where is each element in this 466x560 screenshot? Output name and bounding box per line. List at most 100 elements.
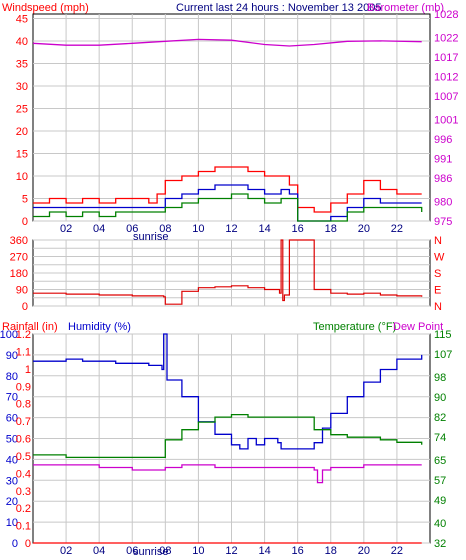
bottom-x-tick: 20 xyxy=(358,545,370,557)
bottom-x-tick: 16 xyxy=(292,545,304,557)
humidity-y-tick: 80 xyxy=(6,371,18,383)
bottom-x-tick: 22 xyxy=(391,545,403,557)
rainfall-y-tick: 0.2 xyxy=(16,503,31,515)
bottom-x-tick: 10 xyxy=(192,545,204,557)
barometer-y-tick: 975 xyxy=(434,216,452,228)
humidity-y-tick: 90 xyxy=(6,350,18,362)
rainfall-axis-label: Rainfall (in) xyxy=(2,321,58,333)
wind-x-tick: 20 xyxy=(358,223,370,235)
bottom-x-tick: 02 xyxy=(60,545,72,557)
barometer-axis-label: Barometer (mb) xyxy=(367,2,444,14)
bottom-x-tick: 18 xyxy=(325,545,337,557)
humidity-axis-label: Humidity (%) xyxy=(68,321,131,333)
rainfall-y-tick: 0.7 xyxy=(16,416,31,428)
dewpoint-line xyxy=(33,464,422,484)
bottom-x-tick: 12 xyxy=(225,545,237,557)
temperature-y-tick: 82 xyxy=(434,412,446,424)
rainfall-y-tick: 0 xyxy=(25,538,31,550)
barometer-y-tick: 1028 xyxy=(434,9,458,21)
direction-letter: N xyxy=(434,301,442,313)
wind-x-tick: 04 xyxy=(93,223,105,235)
wind-y-tick: 45 xyxy=(16,14,28,26)
barometer-y-tick: 986 xyxy=(434,173,452,185)
wind-low-line xyxy=(33,193,423,222)
barometer-y-tick: 1001 xyxy=(434,114,458,126)
humidity-y-tick: 10 xyxy=(6,517,18,529)
humidity-y-tick: 30 xyxy=(6,475,18,487)
barometer-y-tick: 980 xyxy=(434,196,452,208)
bottom-x-tick: 06 xyxy=(126,545,138,557)
direction-y-tick: 270 xyxy=(10,252,28,264)
wind-y-tick: 30 xyxy=(16,81,28,93)
rainfall-y-tick: 1.1 xyxy=(16,346,31,358)
wind-direction-line xyxy=(33,239,423,305)
direction-letter: N xyxy=(434,235,442,247)
temperature-y-tick: 40 xyxy=(434,518,446,530)
rainfall-y-tick: 0.8 xyxy=(16,399,31,411)
chart-title: Current last 24 hours : November 13 2005 xyxy=(176,2,381,14)
sunrise-label-top: sunrise xyxy=(133,231,168,243)
rainfall-y-tick: 0.4 xyxy=(16,468,31,480)
humidity-y-tick: 0 xyxy=(12,538,18,550)
humidity-y-tick: 50 xyxy=(6,434,18,446)
temperature-y-tick: 32 xyxy=(434,538,446,550)
temperature-line xyxy=(33,413,423,459)
temperature-y-tick: 107 xyxy=(434,349,452,361)
wind-y-tick: 10 xyxy=(16,171,28,183)
wind-x-tick: 14 xyxy=(258,223,270,235)
barometer-line xyxy=(32,38,422,47)
wind-average-line xyxy=(33,184,422,222)
humidity-y-tick: 40 xyxy=(6,454,18,466)
wind-x-tick: 12 xyxy=(225,223,237,235)
wind-x-tick: 06 xyxy=(126,223,138,235)
dewpoint-axis-label: Dew Point xyxy=(393,321,443,333)
sunrise-label-bottom: sunrise xyxy=(133,546,168,558)
windspeed-axis-label: Windspeed (mph) xyxy=(2,2,89,14)
barometer-y-tick: 1022 xyxy=(434,32,458,44)
wind-x-tick: 02 xyxy=(60,223,72,235)
ticks-layer: 0510152025303540459759809869919961001100… xyxy=(0,9,458,557)
direction-y-tick: 360 xyxy=(10,235,28,247)
rainfall-y-tick: 0.5 xyxy=(16,451,31,463)
direction-y-tick: 90 xyxy=(16,285,28,297)
bottom-x-tick: 14 xyxy=(258,545,270,557)
temperature-y-tick: 98 xyxy=(434,372,446,384)
temperature-y-tick: 90 xyxy=(434,392,446,404)
humidity-y-tick: 60 xyxy=(6,413,18,425)
wind-y-tick: 40 xyxy=(16,36,28,48)
rainfall-y-tick: 0.1 xyxy=(16,521,31,533)
rainfall-y-tick: 0.3 xyxy=(16,486,31,498)
temperature-y-tick: 57 xyxy=(434,475,446,487)
direction-letter: S xyxy=(434,268,441,280)
wind-x-tick: 10 xyxy=(192,223,204,235)
temperature-y-tick: 65 xyxy=(434,455,446,467)
humidity-y-tick: 100 xyxy=(0,329,18,341)
rainfall-y-tick: 1 xyxy=(25,364,31,376)
wind-y-tick: 0 xyxy=(22,216,28,228)
barometer-y-tick: 991 xyxy=(434,154,452,166)
barometer-y-tick: 996 xyxy=(434,134,452,146)
wind-y-tick: 5 xyxy=(22,194,28,206)
wind-y-tick: 20 xyxy=(16,126,28,138)
wind-y-tick: 25 xyxy=(16,104,28,116)
direction-y-tick: 180 xyxy=(10,268,28,280)
rainfall-y-tick: 0.9 xyxy=(16,381,31,393)
wind-y-tick: 15 xyxy=(16,149,28,161)
temperature-y-tick: 49 xyxy=(434,495,446,507)
barometer-y-tick: 1007 xyxy=(434,91,458,103)
wind-x-tick: 22 xyxy=(391,223,403,235)
direction-letter: E xyxy=(434,285,441,297)
wind-x-tick: 16 xyxy=(292,223,304,235)
temperature-axis-label: Temperature (°F) xyxy=(313,321,396,333)
barometer-y-tick: 1012 xyxy=(434,71,458,83)
wind-x-tick: 08 xyxy=(159,223,171,235)
rainfall-y-tick: 0.6 xyxy=(16,434,31,446)
wind-x-tick: 18 xyxy=(325,223,337,235)
wind-gust-line xyxy=(33,166,422,213)
humidity-y-tick: 70 xyxy=(6,392,18,404)
rainfall-y-tick: 1.2 xyxy=(16,329,31,341)
series-layer xyxy=(32,38,423,544)
bottom-x-tick: 04 xyxy=(93,545,105,557)
direction-y-tick: 0 xyxy=(22,301,28,313)
